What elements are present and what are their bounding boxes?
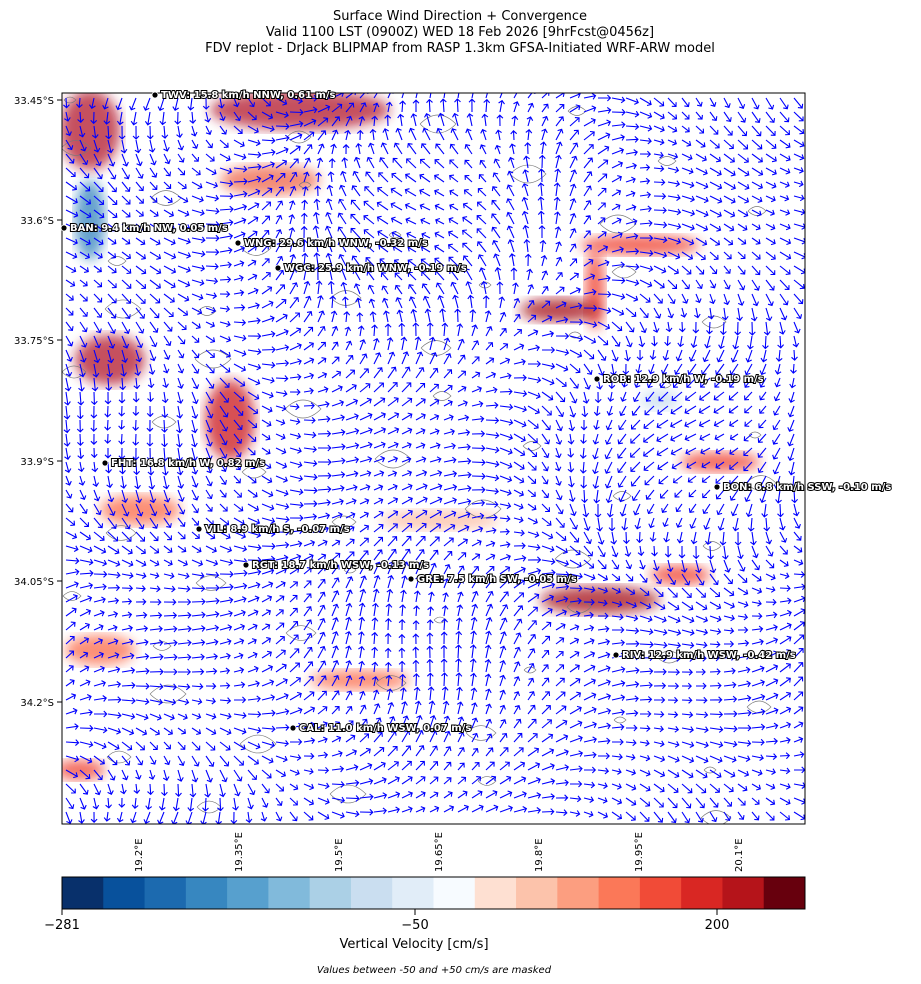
station-label: FHT: 16.8 km/h W, 0.82 m/s — [111, 458, 265, 469]
colorbar-cell — [763, 877, 806, 909]
colorbar-cell — [474, 877, 517, 909]
y-tick-label: 33.6°S — [20, 216, 54, 227]
colorbar-cell — [433, 877, 476, 909]
colorbar-cell — [722, 877, 765, 909]
map-frame — [61, 92, 806, 825]
colorbar-cell — [309, 877, 352, 909]
station-dot — [242, 561, 250, 569]
y-tick-label: 33.45°S — [14, 96, 54, 107]
colorbar-cell — [227, 877, 269, 909]
title-line: Valid 1100 LST (0900Z) WED 18 Feb 2026 [… — [266, 25, 654, 40]
station-dot — [713, 483, 721, 491]
x-tick-label: 19.95°E — [634, 832, 645, 872]
convergence-patch — [650, 565, 710, 585]
colorbar-cell — [681, 877, 723, 909]
convergence-patch — [310, 670, 410, 690]
colorbar-cell — [598, 877, 641, 909]
station-label: CAL: 11.0 km/h WSW, 0.07 m/s — [299, 723, 471, 734]
station-dot — [289, 724, 297, 732]
colorbar-cell — [185, 877, 228, 909]
colorbar-cell — [392, 877, 434, 909]
y-tick-label: 34.05°S — [14, 577, 54, 588]
x-tick-label: 19.35°E — [234, 832, 245, 872]
convergence-patch — [62, 760, 105, 780]
convergence-patch — [62, 93, 120, 170]
colorbar-cell — [268, 877, 311, 909]
colorbar-tick-label: −50 — [401, 918, 428, 933]
title-line: Surface Wind Direction + Convergence — [333, 9, 587, 24]
map-layer — [62, 93, 805, 824]
station-dot — [60, 224, 68, 232]
station-label: RGT: 18.7 km/h WSW, -0.13 m/s — [252, 560, 429, 571]
station-dot — [101, 459, 109, 467]
station-dot — [151, 91, 159, 99]
y-tick-label: 33.75°S — [14, 336, 54, 347]
station-dot — [593, 375, 601, 383]
x-tick-label: 19.8°E — [534, 838, 545, 872]
convergence-patch — [540, 586, 660, 614]
y-tick-label: 33.9°S — [20, 457, 54, 468]
station-label: WGC: 25.9 km/h WNW, -0.19 m/s — [284, 263, 467, 274]
note: Values between -50 and +50 cm/s are mask… — [317, 965, 552, 976]
convergence-patch — [580, 235, 700, 255]
station-dot — [274, 264, 282, 272]
title-line: FDV replot - DrJack BLIPMAP from RASP 1.… — [205, 41, 715, 56]
colorbar-cell — [516, 877, 558, 909]
x-tick-label: 19.5°E — [334, 838, 345, 872]
colorbar-tick-label: 200 — [705, 918, 730, 933]
station-label: VIL: 8.9 km/h S, -0.07 m/s — [205, 524, 350, 535]
convergence-patch — [75, 180, 105, 260]
wind-vectors — [63, 93, 805, 824]
y-tick-label: 34.2°S — [20, 698, 54, 709]
colorbar-cell — [350, 877, 393, 909]
colorbar-label: Vertical Velocity [cm/s] — [339, 937, 488, 952]
station-label: TWV: 15.8 km/h NNW, 0.61 m/s — [161, 90, 336, 101]
station-label: GRE: 7.5 km/h SW, -0.05 m/s — [417, 574, 577, 585]
colorbar-cell — [557, 877, 600, 909]
colorbar-frame — [61, 876, 806, 910]
x-tick-label: 20.1°E — [734, 838, 745, 872]
station-label: WNG: 29.6 km/h WNW, -0.32 m/s — [244, 238, 428, 249]
station-label: RIV: 12.9 km/h WSW, -0.42 m/s — [622, 650, 796, 661]
station-label: BON: 6.8 km/h SSW, -0.10 m/s — [723, 482, 891, 493]
convergence-patch — [205, 380, 255, 460]
station-dot — [195, 525, 203, 533]
colorbar-cell — [144, 877, 187, 909]
station-label: ROB: 12.9 km/h W, -0.19 m/s — [603, 374, 764, 385]
colorbar-cell — [639, 877, 682, 909]
convergence-patch — [680, 452, 760, 472]
x-tick-label: 19.2°E — [134, 838, 145, 872]
station-dot — [612, 651, 620, 659]
station-label: BAN: 9.4 km/h NW, 0.05 m/s — [70, 223, 228, 234]
station-dot — [407, 575, 415, 583]
station-dot — [234, 239, 242, 247]
convergence-patch — [100, 495, 180, 525]
x-tick-label: 19.65°E — [434, 832, 445, 872]
colorbar-tick-label: −281 — [44, 918, 80, 933]
convergence-patch — [210, 93, 390, 130]
colorbar-cell — [62, 877, 104, 909]
colorbar-cell — [103, 877, 146, 909]
